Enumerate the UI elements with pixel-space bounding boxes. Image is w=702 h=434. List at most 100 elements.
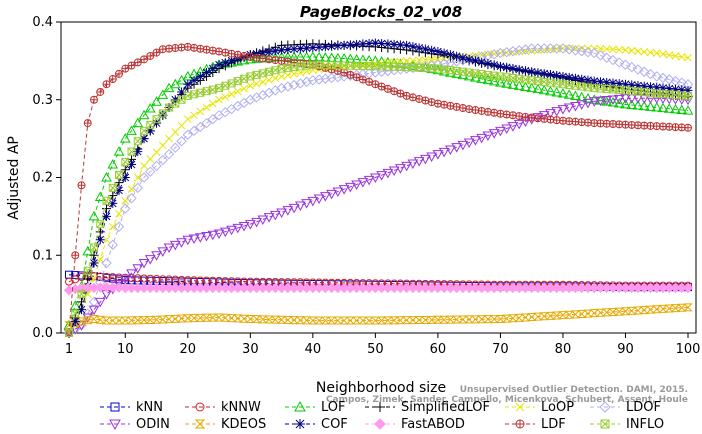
data-point-kdeos (464, 315, 474, 324)
data-point-knnw (140, 274, 149, 283)
data-point-odin (501, 124, 513, 135)
data-point-odin (244, 220, 256, 230)
data-point-loop (190, 111, 198, 120)
data-point-kdeos (195, 313, 206, 322)
data-point-odin (620, 94, 631, 104)
data-point-lof (157, 89, 169, 99)
data-point-cof (370, 38, 380, 48)
data-point-ldf (452, 102, 461, 111)
legend-item-ldof: LDOF (590, 400, 661, 415)
data-point-odin (232, 223, 244, 234)
data-point-lof (126, 125, 137, 135)
data-point-inflo (133, 137, 142, 146)
legend-item-ldf: LDF (505, 417, 566, 432)
data-point-ldof (195, 121, 206, 133)
data-point-loop (183, 115, 192, 124)
data-point-cof (427, 45, 437, 55)
data-point-cof (183, 79, 193, 89)
legend-item-simplifiedlof: SimplifiedLOF (365, 400, 490, 415)
data-point-kdeos (270, 315, 281, 324)
data-point-cof (314, 42, 324, 52)
data-point-cof (189, 75, 199, 85)
data-point-lof (488, 75, 500, 86)
data-point-kdeos (526, 313, 537, 322)
data-point-odin (257, 215, 269, 226)
legend-item-fastabod: FastABOD (365, 417, 465, 432)
data-point-loop (215, 95, 223, 104)
data-point-knnw (102, 272, 111, 281)
watermark-line-1: Unsupervised Outlier Detection. DAMI, 20… (460, 385, 688, 395)
data-point-cof (120, 173, 130, 182)
data-point-cof (452, 51, 462, 61)
data-point-cof (158, 110, 168, 120)
data-point-cof (108, 198, 118, 208)
data-point-ldf (152, 48, 161, 57)
data-point-kdeos (395, 316, 406, 325)
legend-label-kdeos: KDEOS (221, 417, 266, 432)
data-point-cof (558, 71, 568, 81)
data-point-cof (495, 61, 505, 71)
data-point-ldf (684, 123, 692, 132)
data-point-cof (364, 38, 374, 48)
data-point-lof (682, 105, 694, 115)
data-point-simplifiedlof (114, 178, 124, 188)
data-point-lof (119, 133, 131, 143)
legend-label-fastabod: FastABOD (401, 417, 465, 432)
data-point-ldf (490, 108, 499, 117)
data-point-cof (539, 69, 549, 79)
data-point-odin (282, 206, 294, 216)
data-point-ldof (207, 113, 219, 125)
y-tick-label: 0.0 (32, 326, 53, 341)
data-point-kdeos (64, 321, 74, 330)
data-point-ldof (557, 43, 569, 54)
data-point-odin (663, 94, 675, 105)
data-point-cof (420, 44, 430, 54)
data-point-loop (165, 134, 173, 143)
data-point-ldof (582, 46, 594, 58)
data-point-kdeos (133, 316, 143, 325)
legend-marker-knnw (195, 402, 205, 412)
data-point-cof (333, 41, 343, 51)
data-point-cof (533, 68, 543, 78)
data-point-ldof (438, 58, 450, 69)
y-axis-label: Adjusted AP (6, 136, 22, 220)
data-point-cof (177, 87, 187, 97)
data-point-kdeos (595, 308, 606, 317)
chart-title: PageBlocks_02_v08 (300, 3, 462, 21)
legend-marker-ldf (515, 419, 525, 429)
data-point-odin (495, 126, 506, 137)
data-point-ldf (115, 69, 124, 78)
data-point-kdeos (83, 316, 93, 325)
data-point-ldof (601, 52, 612, 63)
data-point-cof (345, 40, 355, 50)
data-point-lof (520, 81, 531, 91)
data-point-knnw (108, 273, 117, 282)
legend-label-knn: kNN (136, 400, 163, 415)
data-point-cof (339, 40, 349, 50)
data-point-loop (258, 78, 267, 86)
data-point-ldf (121, 64, 130, 73)
data-point-ldof (576, 46, 587, 57)
data-point-kdeos (627, 306, 637, 315)
data-point-loop (233, 87, 242, 96)
data-point-ldf (77, 181, 86, 190)
data-point-odin (457, 140, 469, 151)
data-point-cof (477, 57, 487, 67)
data-point-knnw (77, 273, 86, 282)
y-tick-label: 0.3 (32, 93, 53, 108)
data-point-loop (152, 148, 161, 157)
data-point-kdeos (470, 315, 481, 324)
data-point-lof (545, 85, 556, 96)
y-tick-label: 0.2 (32, 171, 53, 186)
data-point-kdeos (652, 305, 662, 314)
data-point-cof (133, 147, 143, 157)
data-point-odin (126, 269, 137, 279)
data-point-kdeos (589, 309, 599, 318)
data-point-loop (221, 93, 230, 101)
data-point-ldf (240, 51, 249, 60)
data-point-loop (283, 71, 292, 80)
data-point-odin (294, 201, 306, 212)
data-point-loop (677, 52, 686, 61)
data-point-odin (313, 194, 325, 205)
data-point-cof (589, 76, 599, 86)
